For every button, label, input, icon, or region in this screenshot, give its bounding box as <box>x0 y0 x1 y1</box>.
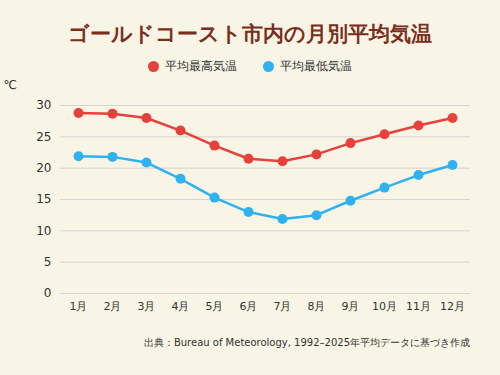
svg-text:8月: 8月 <box>308 300 326 313</box>
svg-text:11月: 11月 <box>406 300 431 313</box>
svg-text:3月: 3月 <box>138 300 156 313</box>
svg-text:0: 0 <box>44 286 52 300</box>
svg-text:5: 5 <box>44 255 52 269</box>
svg-text:℃: ℃ <box>4 78 17 92</box>
svg-text:20: 20 <box>36 161 51 175</box>
svg-text:1月: 1月 <box>70 300 88 313</box>
svg-text:7月: 7月 <box>274 300 292 313</box>
svg-text:30: 30 <box>36 98 51 112</box>
html-text:出典：Bureau of Meteorology, 1992: 出典：Bureau of Meteorology, 1992–2025年平均デー… <box>143 337 470 348</box>
svg-text:10月: 10月 <box>372 300 397 313</box>
html-text:平均最高気温: 平均最高気温 <box>165 58 237 73</box>
svg-text:5月: 5月 <box>206 300 224 313</box>
svg-text:25: 25 <box>36 130 51 144</box>
svg-text:12月: 12月 <box>440 300 465 313</box>
svg-text:9月: 9月 <box>342 300 360 313</box>
svg-text:10: 10 <box>36 224 51 238</box>
svg-text:6月: 6月 <box>240 300 258 313</box>
svg-text:4月: 4月 <box>172 300 190 313</box>
svg-text:15: 15 <box>36 192 51 206</box>
html-text:ゴールドコースト市内の月別平均気温: ゴールドコースト市内の月別平均気温 <box>68 22 432 46</box>
html-text:平均最低気温: 平均最低気温 <box>280 58 352 73</box>
svg-text:2月: 2月 <box>104 300 122 313</box>
